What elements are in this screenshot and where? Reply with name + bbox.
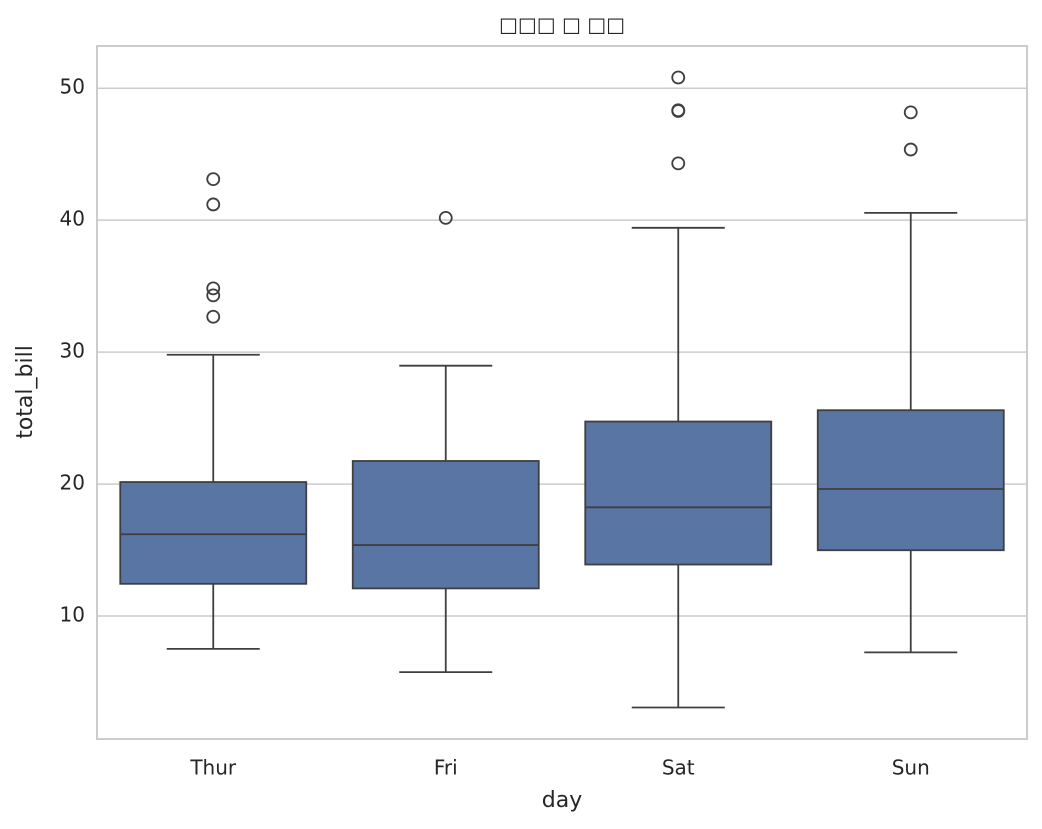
outlier (206, 172, 221, 187)
outlier (671, 156, 686, 171)
x-tick-label: Sat (662, 756, 695, 780)
outlier (903, 105, 918, 120)
plot-frame (96, 45, 1028, 740)
outlier (671, 70, 686, 85)
y-tick-label: 10 (60, 603, 85, 627)
x-tick-label: Sun (892, 756, 930, 780)
outlier (903, 142, 918, 157)
x-axis-label: day (542, 788, 582, 813)
y-tick-label: 20 (60, 471, 85, 495)
x-tick-label: Thur (189, 756, 237, 780)
box (351, 460, 540, 590)
x-tick-label: Fri (434, 756, 458, 780)
box (816, 409, 1005, 552)
outlier (206, 288, 221, 303)
outlier (671, 103, 686, 118)
outlier (438, 211, 453, 225)
box (584, 420, 773, 566)
outlier (206, 309, 221, 324)
outlier (206, 197, 221, 212)
y-tick-label: 30 (60, 339, 85, 363)
y-axis-label: total_bill (13, 345, 38, 439)
chart-title: □□□ □ □□ (499, 13, 625, 37)
outlier (206, 281, 221, 296)
y-tick-label: 50 (60, 75, 85, 99)
y-tick-label: 40 (60, 207, 85, 231)
box (119, 481, 308, 585)
